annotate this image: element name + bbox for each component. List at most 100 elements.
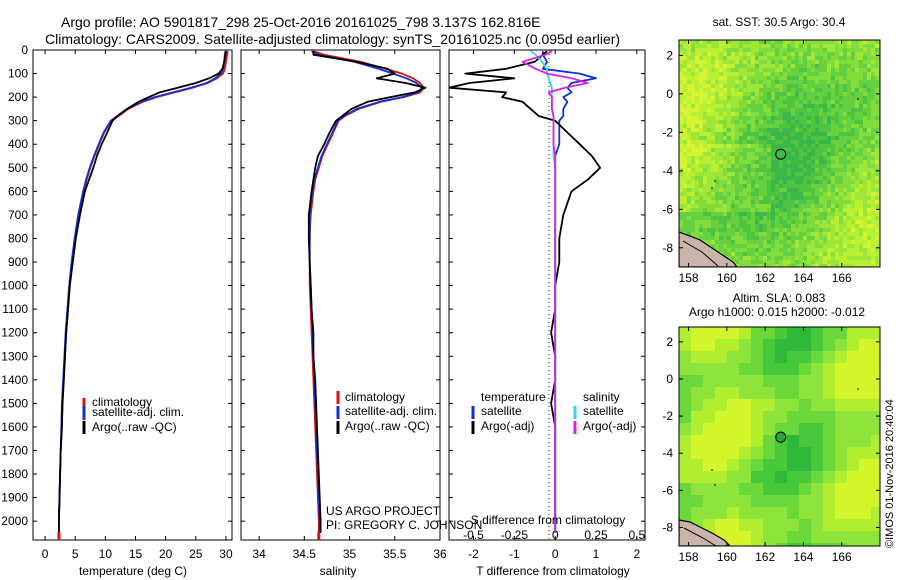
map-cell	[767, 148, 772, 153]
map-cell	[835, 152, 840, 157]
map-cell	[803, 116, 808, 121]
map-cell	[707, 172, 712, 177]
map-cell	[843, 72, 848, 77]
map-cell	[855, 60, 860, 65]
map-cell	[747, 264, 752, 267]
map-cell	[759, 208, 764, 213]
map-cell	[775, 447, 788, 460]
map-cell	[747, 48, 752, 53]
map-cell	[783, 108, 788, 113]
map-cell	[755, 148, 760, 153]
map-cell	[863, 136, 868, 141]
map-cell	[679, 76, 684, 81]
map-cell	[735, 244, 740, 249]
map-cell	[775, 100, 780, 105]
map-cell	[695, 156, 700, 161]
map-cell	[863, 60, 868, 65]
map-cell	[687, 76, 692, 81]
map-cell	[795, 248, 800, 253]
map-cell	[803, 40, 808, 45]
map-cell	[787, 144, 792, 149]
map-cell	[855, 108, 860, 113]
map-cell	[819, 68, 824, 73]
map-cell	[759, 44, 764, 49]
map-cell	[747, 112, 752, 117]
map-cell	[795, 136, 800, 141]
map-cell	[847, 108, 852, 113]
map-cell	[699, 192, 704, 197]
map-cell	[803, 204, 808, 209]
map-cell	[847, 351, 860, 364]
map-cell	[715, 232, 720, 237]
map-cell	[783, 152, 788, 157]
map-cell	[839, 132, 844, 137]
sla-map-title: Altim. SLA: 0.083	[733, 291, 826, 305]
map-cell	[831, 40, 836, 45]
map-cell	[707, 60, 712, 65]
map-cell	[727, 399, 740, 412]
map-cell	[739, 132, 744, 137]
sla-map-island-dot	[711, 469, 713, 471]
map-cell	[855, 96, 860, 101]
map-cell	[715, 108, 720, 113]
map-cell	[743, 140, 748, 145]
map-cell	[747, 244, 752, 249]
map-cell	[715, 164, 720, 169]
map-cell	[827, 96, 832, 101]
map-cell	[767, 232, 772, 237]
map-cell	[735, 152, 740, 157]
map-cell	[859, 184, 864, 189]
map-cell	[807, 60, 812, 65]
map-cell	[847, 232, 852, 237]
map-cell	[775, 168, 780, 173]
map-x-tick-label: 164	[793, 550, 813, 564]
map-cell	[867, 188, 872, 193]
depth-tick-label: 1800	[1, 467, 28, 481]
map-cell	[871, 152, 876, 157]
map-cell	[839, 76, 844, 81]
map-cell	[715, 104, 720, 109]
map-cell	[771, 216, 776, 221]
map-cell	[763, 224, 768, 229]
map-cell	[755, 88, 760, 93]
map-cell	[735, 52, 740, 57]
map-cell	[779, 188, 784, 193]
map-cell	[819, 244, 824, 249]
map-cell	[827, 240, 832, 245]
map-cell	[799, 244, 804, 249]
map-cell	[691, 100, 696, 105]
map-cell	[855, 160, 860, 165]
map-cell	[715, 72, 720, 77]
map-cell	[703, 88, 708, 93]
map-cell	[859, 180, 864, 185]
map-cell	[787, 76, 792, 81]
map-cell	[867, 252, 872, 257]
map-cell	[835, 160, 840, 165]
map-cell	[847, 447, 860, 460]
map-cell	[727, 519, 740, 532]
map-cell	[811, 447, 824, 460]
map-cell	[679, 351, 692, 364]
map-cell	[823, 124, 828, 129]
map-cell	[691, 188, 696, 193]
map-cell	[763, 351, 776, 364]
map-cell	[755, 44, 760, 49]
map-cell	[843, 80, 848, 85]
map-cell	[851, 112, 856, 117]
map-cell	[695, 184, 700, 189]
map-cell	[763, 100, 768, 105]
map-cell	[739, 100, 744, 105]
map-cell	[735, 68, 740, 73]
x-tick-label: 35	[343, 547, 357, 561]
map-cell	[851, 188, 856, 193]
map-cell	[783, 100, 788, 105]
map-cell	[707, 228, 712, 233]
map-cell	[691, 148, 696, 153]
map-cell	[771, 196, 776, 201]
map-cell	[863, 220, 868, 225]
map-cell	[819, 164, 824, 169]
map-cell	[847, 244, 852, 249]
map-cell	[739, 351, 752, 364]
map-cell	[843, 116, 848, 121]
map-cell	[747, 128, 752, 133]
